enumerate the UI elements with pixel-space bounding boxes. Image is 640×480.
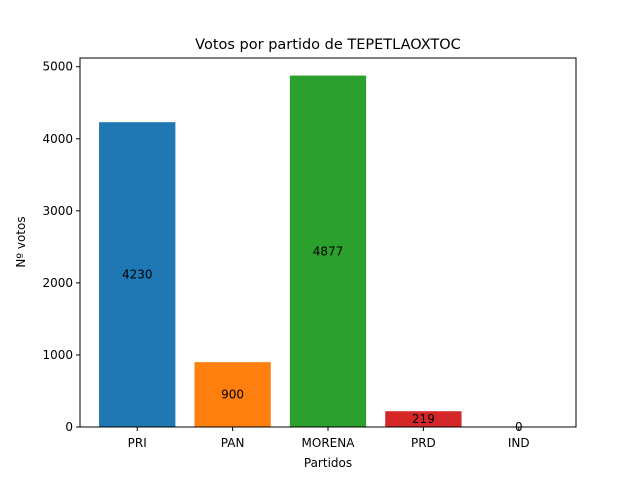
x-axis-label: Partidos	[304, 456, 352, 470]
x-axis: PRI PAN MORENA PRD IND	[128, 427, 530, 450]
plot-frame	[79, 57, 577, 428]
y-tick-label-0: 0	[65, 420, 73, 434]
chart-title: Votos por partido de TEPETLAOXTOC	[195, 37, 461, 53]
data-label-morena: 4877	[313, 244, 344, 258]
bar-pan	[194, 362, 271, 427]
y-tick-label-1000: 1000	[42, 348, 73, 362]
bar-prd	[385, 411, 462, 427]
y-tick-label-2000: 2000	[42, 276, 73, 290]
x-tick-label-morena: MORENA	[302, 436, 356, 450]
y-axis-label: Nº votos	[14, 216, 28, 267]
bar-pri	[99, 122, 176, 427]
x-tick-label-ind: IND	[508, 436, 530, 450]
bar-morena	[289, 75, 367, 427]
y-axis: 0 1000 2000 3000 4000 5000	[42, 60, 80, 434]
x-tick-label-pan: PAN	[221, 436, 245, 450]
x-tick-label-pri: PRI	[128, 436, 147, 450]
y-tick-label-4000: 4000	[42, 132, 73, 146]
data-label-pri: 4230	[122, 268, 153, 282]
bars-layer	[99, 75, 462, 427]
data-label-pan: 900	[221, 388, 244, 402]
y-tick-label-5000: 5000	[42, 60, 73, 74]
y-tick-label-3000: 3000	[42, 204, 73, 218]
data-label-prd: 219	[412, 412, 435, 426]
x-tick-label-prd: PRD	[411, 436, 436, 450]
